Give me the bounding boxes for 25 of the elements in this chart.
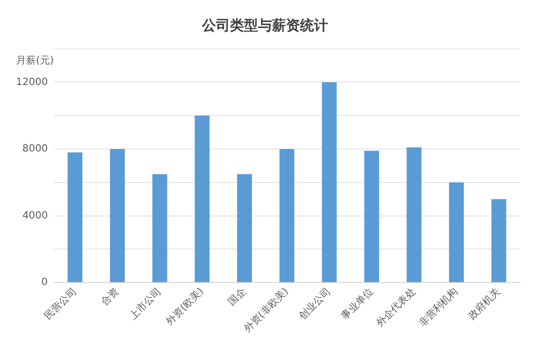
bar xyxy=(237,174,252,282)
x-tick-label: 非营利机构 xyxy=(416,285,460,330)
y-tick-label: 8000 xyxy=(22,144,48,155)
x-tick-label: 政府机关 xyxy=(466,285,503,322)
bar xyxy=(194,116,210,282)
x-tick-label: 事业单位 xyxy=(338,285,376,322)
x-tick-label: 外企代表处 xyxy=(374,285,418,330)
bar xyxy=(406,147,422,282)
bar xyxy=(364,150,380,282)
x-tick-label: 外资(欧美) xyxy=(164,285,206,328)
bar xyxy=(110,149,125,282)
chart-title: 公司类型与薪资统计 xyxy=(201,17,328,34)
bar xyxy=(279,149,294,282)
bar xyxy=(491,199,506,282)
y-tick-label: 12000 xyxy=(16,76,48,88)
x-tick-label: 上市公司 xyxy=(126,285,164,322)
x-tick-label: 创业公司 xyxy=(296,285,334,322)
y-tick-label: 4000 xyxy=(22,210,48,222)
bar xyxy=(449,182,464,282)
bar xyxy=(322,82,337,282)
bar xyxy=(68,152,82,282)
x-tick-label: 国企 xyxy=(226,285,248,308)
x-tick-label: 合资 xyxy=(98,285,122,308)
y-axis-title: 月薪(元) xyxy=(16,54,54,66)
bar xyxy=(152,174,168,282)
